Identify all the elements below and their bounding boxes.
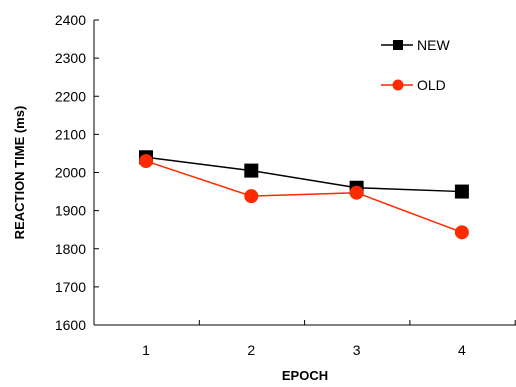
data-point-new	[244, 163, 259, 178]
y-tick-label: 1600	[55, 317, 86, 333]
series-line-new	[145, 156, 462, 193]
y-tick-label: 1900	[55, 203, 86, 219]
data-point-old	[454, 225, 469, 240]
y-tick-label: 1700	[55, 279, 86, 295]
x-axis-ticks: 1 2 3 4	[93, 320, 516, 358]
y-tick-label: 2200	[55, 88, 86, 104]
x-axis-title: EPOCH	[282, 368, 328, 383]
y-tick-label: 2000	[55, 165, 86, 181]
y-tick-label: 1800	[55, 241, 86, 257]
y-tick-label: 2400	[55, 12, 86, 28]
data-point-old	[139, 154, 153, 169]
data-point-old	[349, 185, 364, 200]
y-axis-title: REACTION TIME (ms)	[12, 106, 27, 240]
y-tick-label: 2300	[55, 50, 86, 66]
legend-marker-old	[392, 79, 404, 91]
data-point-old	[244, 189, 259, 204]
legend-label-old: OLD	[417, 77, 446, 93]
legend: NEW OLD	[381, 37, 450, 93]
x-tick-label: 3	[353, 342, 361, 358]
series-layer	[139, 150, 469, 240]
x-tick-label: 1	[142, 342, 150, 358]
data-point-new	[454, 184, 469, 199]
legend-label-new: NEW	[417, 37, 450, 53]
x-tick-label: 4	[458, 342, 466, 358]
x-tick-label: 2	[247, 342, 255, 358]
y-axis-ticks: 1600 1700 1800 1900 2000 2100 2200 2300 2400	[55, 12, 99, 333]
y-tick-label: 2100	[55, 126, 86, 142]
legend-marker-new	[393, 40, 403, 50]
series-line-old	[145, 160, 463, 234]
